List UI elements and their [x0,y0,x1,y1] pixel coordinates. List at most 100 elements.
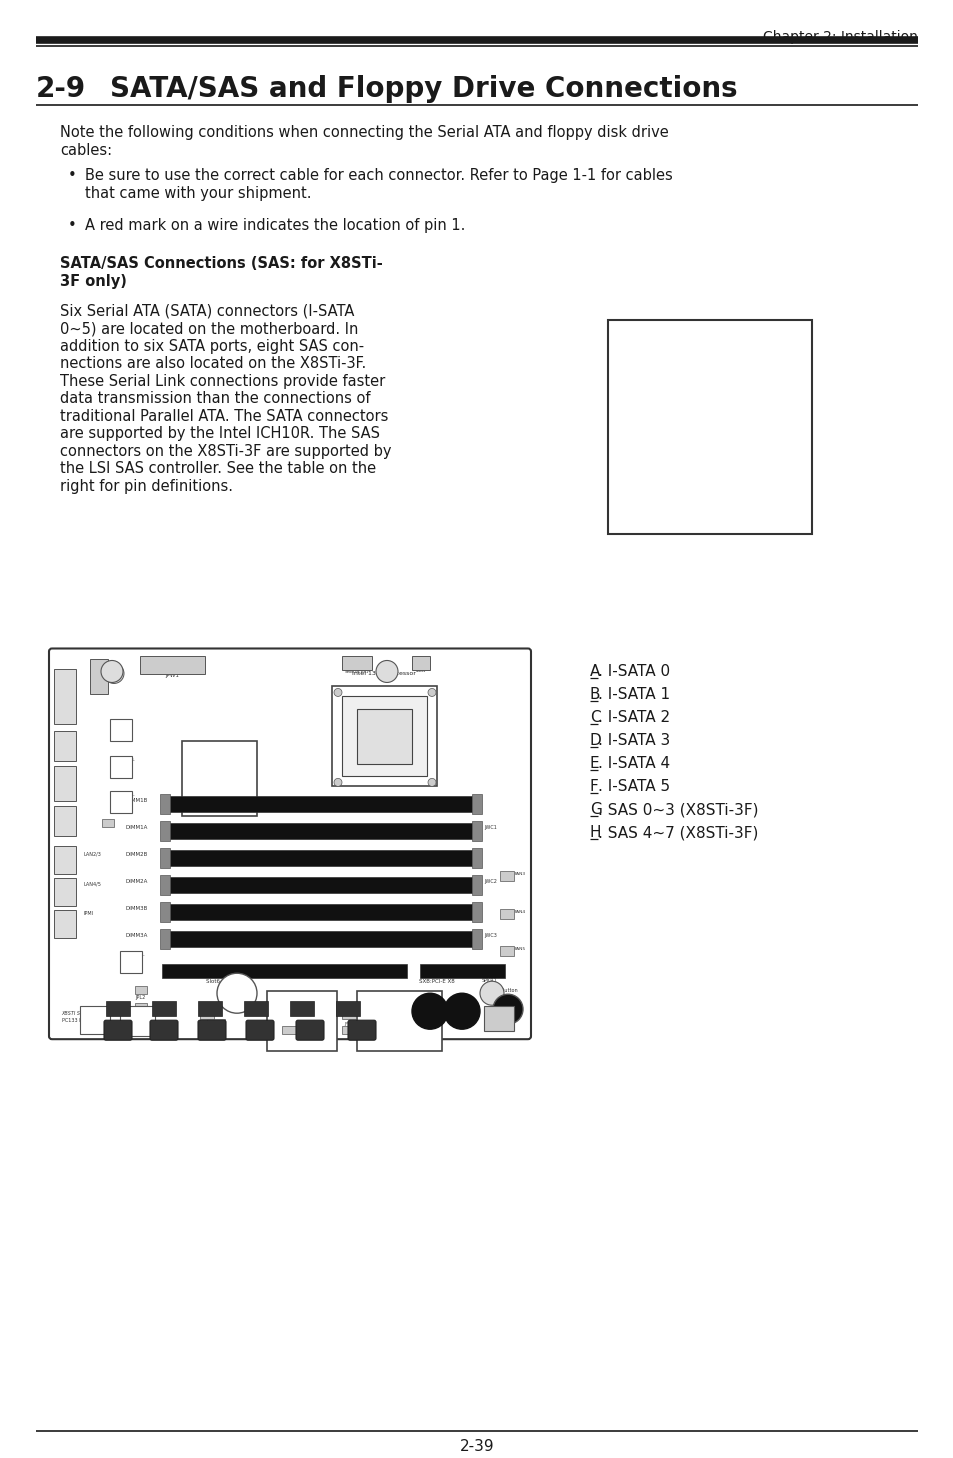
Text: BMC CTRL: BMC CTRL [125,1009,150,1015]
Text: SXB:PCI-E X8: SXB:PCI-E X8 [418,980,455,984]
Text: DIMM3A: DIMM3A [126,933,148,939]
Text: connectors on the X8STi-3F are supported by: connectors on the X8STi-3F are supported… [60,443,391,459]
Text: BIOS: BIOS [210,1034,222,1040]
Text: are supported by the Intel ICH10R. The SAS: are supported by the Intel ICH10R. The S… [60,426,379,442]
Bar [110,792,132,814]
Bar [483,1006,514,1031]
Text: CPP: CPP [203,1003,211,1007]
Bar [160,929,170,949]
Text: traditional Parallel ATA. The SATA connectors: traditional Parallel ATA. The SATA conne… [60,408,388,424]
Text: . I-SATA 2: . I-SATA 2 [598,710,669,726]
Text: i-Button: i-Button [497,989,517,993]
Text: F: F [357,1021,366,1034]
Text: 7: 7 [629,516,638,531]
Bar [54,767,76,802]
Text: Note the following conditions when connecting the Serial ATA and floppy disk dri: Note the following conditions when conne… [60,125,668,140]
Text: LAN3 CTRL: LAN3 CTRL [112,758,134,763]
Text: JPUSB1: JPUSB1 [341,1007,356,1012]
Text: E: E [305,1021,314,1034]
Bar [472,849,481,869]
Text: Six Serial ATA (SATA) connectors (I-SATA: Six Serial ATA (SATA) connectors (I-SATA [60,303,354,319]
Text: DIMM1B: DIMM1B [126,799,148,803]
Bar [162,932,472,948]
Text: LSI 1068E: LSI 1068E [381,1016,416,1022]
Bar [282,1026,295,1034]
Text: JWC2: JWC2 [483,879,497,885]
Bar [135,1003,147,1012]
Text: Chapter 2: Installation: Chapter 2: Installation [762,31,917,44]
Circle shape [428,779,436,786]
Text: LAN4 CTRL: LAN4 CTRL [122,954,144,958]
Text: D: D [254,1021,265,1034]
Bar [499,946,514,956]
Bar [160,903,170,923]
Text: 3: 3 [629,429,638,443]
Text: C: C [207,1021,216,1034]
Bar [472,821,481,841]
Text: •: • [68,217,76,233]
Text: LAN1: LAN1 [58,849,71,853]
Text: A red mark on a wire indicates the location of pin 1.: A red mark on a wire indicates the locat… [85,217,465,233]
Text: PM LAN: PM LAN [55,733,74,738]
Text: PC133 MHz: PC133 MHz [62,1018,90,1024]
Text: SATA3: SATA3 [250,1005,262,1009]
Bar [290,1002,314,1016]
Bar [160,875,170,895]
Bar [607,490,811,512]
FancyBboxPatch shape [348,1021,375,1040]
Text: 0~5) are located on the motherboard. In: 0~5) are located on the motherboard. In [60,321,358,337]
Text: FLOPPY: FLOPPY [490,1009,507,1015]
Bar [207,1019,225,1034]
Bar [607,319,811,534]
Text: F: F [589,780,598,795]
Text: D: D [589,733,601,748]
Bar [607,424,811,446]
Bar [200,1019,210,1028]
Text: C: C [589,710,600,726]
Circle shape [375,660,397,682]
Text: IPMI: IPMI [84,911,94,916]
Bar [106,1002,130,1016]
Text: SATA5: SATA5 [341,1005,355,1009]
Text: . I-SATA 3: . I-SATA 3 [598,733,670,748]
Text: JPL3: JPL3 [135,1013,145,1018]
FancyBboxPatch shape [198,1021,226,1040]
Text: JPW1: JPW1 [165,674,179,678]
Circle shape [104,663,124,684]
Text: USB 0/1: USB 0/1 [55,674,74,678]
Text: •: • [68,168,76,182]
Text: FAN3: FAN3 [515,872,525,876]
Bar [54,910,76,939]
Bar [80,1006,110,1034]
Bar [472,903,481,923]
Text: VGA: VGA [60,809,71,815]
Bar [472,795,481,815]
Text: Intel X58: Intel X58 [200,770,237,779]
Text: These Serial Link connections provide faster: These Serial Link connections provide fa… [60,373,385,389]
Text: SATA_RXP: SATA_RXP [666,494,735,509]
Bar [162,904,472,920]
Bar [607,402,811,424]
Text: Signal: Signal [714,360,757,375]
Circle shape [334,779,341,786]
Bar [162,824,472,840]
Bar [341,697,427,777]
Bar [332,687,436,786]
Bar [135,986,147,994]
Text: LAN1 CTRL: LAN1 CTRL [112,793,134,798]
Circle shape [428,688,436,697]
Bar [412,656,430,671]
Text: Slot6 PCI-E X16: Slot6 PCI-E X16 [206,980,248,984]
Bar [499,872,514,881]
Text: FAN5: FAN5 [515,948,526,951]
Circle shape [101,660,123,682]
Text: Intel ICH10R: Intel ICH10R [280,1010,323,1016]
Text: G: G [589,802,601,818]
Bar [140,656,205,675]
FancyBboxPatch shape [246,1021,274,1040]
Bar [160,821,170,841]
Bar [90,659,108,694]
Text: LAN2/3: LAN2/3 [84,851,102,856]
Text: Pin Definitions: Pin Definitions [652,341,766,356]
Bar [198,1002,222,1016]
